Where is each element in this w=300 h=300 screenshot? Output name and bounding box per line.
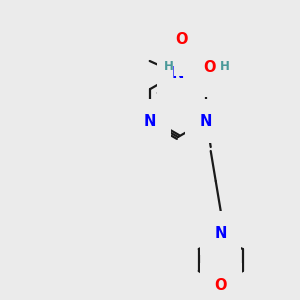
Text: O: O (176, 32, 188, 46)
Text: S: S (190, 46, 202, 61)
Text: N: N (218, 68, 230, 82)
Text: H: H (164, 61, 174, 74)
Text: H: H (220, 59, 230, 73)
Text: O: O (203, 59, 216, 74)
Text: N: N (144, 113, 157, 128)
Text: N: N (172, 65, 184, 80)
Text: N: N (200, 113, 212, 128)
Text: N: N (214, 226, 227, 241)
Text: O: O (214, 278, 227, 292)
